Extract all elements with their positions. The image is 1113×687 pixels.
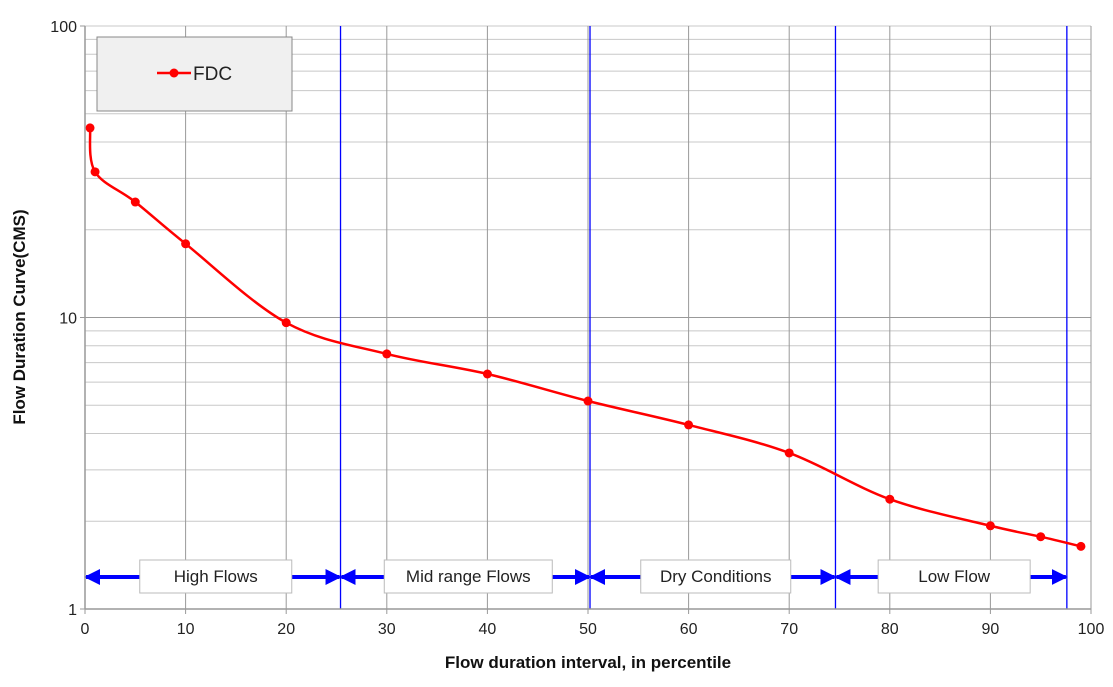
data-point: [784, 448, 794, 458]
x-tick-label: 50: [579, 621, 597, 638]
region-label: Mid range Flows: [406, 567, 531, 586]
x-axis-label: Flow duration interval, in percentile: [445, 653, 731, 672]
region-label: Dry Conditions: [660, 567, 772, 586]
data-point: [85, 123, 95, 133]
data-point: [1076, 541, 1086, 551]
data-point: [482, 369, 492, 379]
data-point: [181, 239, 191, 249]
x-tick-label: 60: [680, 621, 698, 638]
data-point: [583, 396, 593, 406]
legend-label-fdc: FDC: [193, 64, 232, 85]
data-point: [382, 349, 392, 359]
legend-box: [96, 36, 293, 112]
region-boundaries: [339, 26, 1068, 609]
region-label-box: [139, 559, 293, 594]
region-label: High Flows: [174, 567, 258, 586]
legend-marker-fdc: [169, 68, 179, 78]
x-tick-label: 20: [277, 621, 295, 638]
region-label-box: [640, 559, 792, 594]
region-label: Low Flow: [918, 567, 991, 586]
series-fdc: [85, 123, 1086, 551]
x-tick-label: 100: [1078, 621, 1105, 638]
x-tick-label: 40: [479, 621, 497, 638]
series-line-fdc: [88, 127, 1082, 548]
data-point: [985, 521, 995, 531]
x-tick-label: 0: [81, 621, 90, 638]
x-tick-label: 90: [982, 621, 1000, 638]
data-point: [130, 197, 140, 207]
data-point: [885, 494, 895, 504]
region-annotations: High Flows Mid range Flows Dry Conditions L…: [84, 559, 1068, 594]
x-tick-label: 30: [378, 621, 396, 638]
data-point: [281, 318, 291, 328]
y-tick-label: 1: [68, 602, 77, 619]
x-tick-label: 10: [177, 621, 195, 638]
data-point: [1036, 532, 1046, 542]
y-tick-label: 10: [59, 311, 77, 328]
x-tick-label: 70: [780, 621, 798, 638]
y-axis-label: Flow Duration Curve(CMS): [10, 209, 29, 424]
legend: FDC: [96, 36, 293, 112]
y-tick-label: 100: [50, 19, 77, 36]
grid: [84, 25, 1092, 610]
region-label-box: [383, 559, 553, 594]
data-point: [684, 420, 694, 430]
x-tick-label: 80: [881, 621, 899, 638]
data-point: [90, 167, 100, 177]
region-label-box: [877, 559, 1031, 594]
